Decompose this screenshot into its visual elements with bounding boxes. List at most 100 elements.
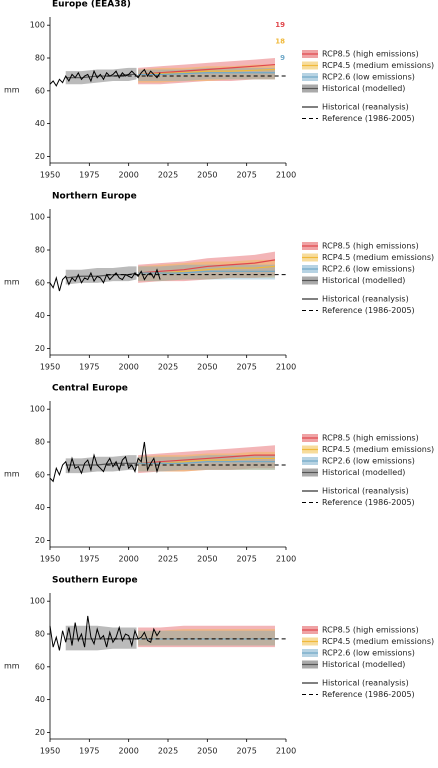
y-tick-label: 20 (35, 728, 45, 737)
legend-label: RCP4.5 (medium emissions) (322, 637, 434, 646)
x-tick-label: 2000 (118, 171, 138, 180)
x-tick-label: 2000 (118, 555, 138, 564)
y-axis-label: mm (4, 278, 20, 287)
model-count: 18 (275, 38, 285, 46)
legend-label: Historical (modelled) (322, 468, 405, 477)
x-tick-label: 1975 (79, 747, 99, 756)
x-tick-label: 1975 (79, 171, 99, 180)
x-tick-label: 1950 (40, 747, 60, 756)
legend-label: Historical (reanalysis) (322, 295, 409, 304)
x-tick-label: 2100 (276, 555, 296, 564)
x-tick-label: 2075 (236, 555, 256, 564)
x-tick-label: 2025 (158, 171, 178, 180)
legend-label: Reference (1986-2005) (322, 306, 415, 315)
x-tick-label: 1950 (40, 363, 60, 372)
legend-label: RCP8.5 (high emissions) (322, 434, 419, 443)
panel-title: Northern Europe (52, 192, 137, 202)
x-tick-label: 2025 (158, 747, 178, 756)
y-axis-label: mm (4, 86, 20, 95)
legend-label: RCP8.5 (high emissions) (322, 626, 419, 635)
x-tick-label: 2000 (118, 747, 138, 756)
series-line (49, 441, 161, 483)
model-count: 19 (275, 21, 285, 29)
y-tick-label: 100 (30, 597, 45, 606)
y-tick-label: 80 (35, 630, 45, 639)
x-tick-label: 2075 (236, 363, 256, 372)
x-tick-label: 1950 (40, 171, 60, 180)
legend-label: Historical (reanalysis) (322, 487, 409, 496)
legend-label: Historical (modelled) (322, 84, 405, 93)
legend-label: RCP2.6 (low emissions) (322, 265, 415, 274)
y-tick-label: 60 (35, 470, 45, 479)
x-tick-label: 2050 (197, 171, 217, 180)
x-tick-label: 2000 (118, 363, 138, 372)
legend-label: Historical (modelled) (322, 276, 405, 285)
y-tick-label: 100 (30, 21, 45, 30)
median-line (138, 270, 275, 274)
y-tick-label: 80 (35, 54, 45, 63)
y-tick-label: 60 (35, 86, 45, 95)
band (138, 629, 275, 646)
x-tick-label: 2100 (276, 363, 296, 372)
y-tick-label: 100 (30, 213, 45, 222)
y-tick-label: 100 (30, 405, 45, 414)
band (138, 264, 275, 282)
panel-title: Europe (EEA38) (52, 0, 131, 10)
x-tick-label: 2025 (158, 363, 178, 372)
x-tick-label: 2050 (197, 747, 217, 756)
median-line (138, 259, 276, 274)
median-line (65, 462, 137, 466)
panel-title: Southern Europe (52, 576, 138, 586)
legend-label: Reference (1986-2005) (322, 114, 415, 123)
legend-label: Reference (1986-2005) (322, 690, 415, 699)
legend-label: Historical (modelled) (322, 660, 405, 669)
legend-label: RCP4.5 (medium emissions) (322, 253, 434, 262)
panel-title: Central Europe (52, 384, 128, 394)
x-tick-label: 1975 (79, 555, 99, 564)
x-tick-label: 2100 (276, 747, 296, 756)
legend-label: Historical (reanalysis) (322, 103, 409, 112)
series-line (49, 68, 161, 87)
y-tick-label: 60 (35, 662, 45, 671)
y-tick-label: 80 (35, 246, 45, 255)
x-tick-label: 1950 (40, 555, 60, 564)
model-count: 9 (280, 54, 285, 62)
series-line (49, 615, 161, 651)
legend-label: RCP2.6 (low emissions) (322, 457, 415, 466)
y-tick-label: 40 (35, 311, 45, 320)
legend-label: RCP8.5 (high emissions) (322, 50, 419, 59)
band (138, 630, 275, 646)
legend-label: Historical (reanalysis) (322, 679, 409, 688)
band (138, 259, 275, 282)
x-tick-label: 1975 (79, 363, 99, 372)
band (138, 445, 275, 474)
y-tick-label: 40 (35, 695, 45, 704)
y-tick-label: 20 (35, 344, 45, 353)
median-line (138, 72, 275, 76)
legend-label: RCP2.6 (low emissions) (322, 649, 415, 658)
legend-label: RCP8.5 (high emissions) (322, 242, 419, 251)
y-tick-label: 20 (35, 152, 45, 161)
series-line (49, 268, 161, 292)
x-tick-label: 2025 (158, 555, 178, 564)
legend-label: RCP2.6 (low emissions) (322, 73, 415, 82)
band (138, 625, 275, 648)
y-tick-label: 40 (35, 119, 45, 128)
x-tick-label: 2050 (197, 555, 217, 564)
legend-label: Reference (1986-2005) (322, 498, 415, 507)
legend-label: RCP4.5 (medium emissions) (322, 61, 434, 70)
y-tick-label: 20 (35, 536, 45, 545)
y-tick-label: 80 (35, 438, 45, 447)
y-axis-label: mm (4, 662, 20, 671)
x-tick-label: 2100 (276, 171, 296, 180)
x-tick-label: 2050 (197, 363, 217, 372)
x-tick-label: 2075 (236, 747, 256, 756)
legend-label: RCP4.5 (medium emissions) (322, 445, 434, 454)
y-tick-label: 40 (35, 503, 45, 512)
y-axis-label: mm (4, 470, 20, 479)
band (138, 64, 275, 83)
y-tick-label: 60 (35, 278, 45, 287)
x-tick-label: 2075 (236, 171, 256, 180)
